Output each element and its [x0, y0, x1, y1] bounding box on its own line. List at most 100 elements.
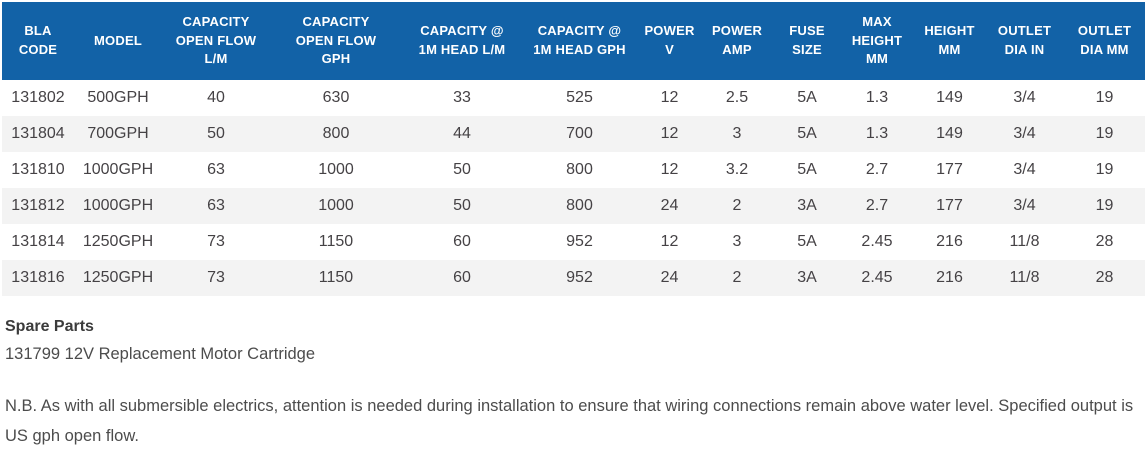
cell-power_amp: 3 — [732, 233, 742, 250]
cell-power_amp: 2.5 — [725, 89, 749, 106]
cell-power_v: 12 — [660, 233, 679, 250]
spare-parts-item: 131799 12V Replacement Motor Cartridge — [5, 345, 316, 363]
cell-fuse_size: 5A — [797, 233, 817, 250]
cell-power_v: 12 — [660, 161, 679, 178]
cell-outlet_dia_in: 3/4 — [1013, 161, 1036, 178]
cell-cap_open_lm: 73 — [207, 269, 225, 286]
cell-model: 1250GPH — [82, 233, 154, 250]
cell-outlet_dia_in: 11/8 — [1009, 269, 1040, 286]
cell-power_amp: 2 — [732, 269, 742, 286]
cell-power_v: 24 — [660, 197, 679, 214]
col-header-max-height-mm: MAX HEIGHT MM — [842, 2, 912, 80]
cell-power_v: 24 — [660, 269, 679, 286]
cell-outlet_dia_mm: 19 — [1095, 197, 1114, 214]
cell-fuse_size: 5A — [797, 89, 817, 106]
table-row: 131816 1250GPH 73 1150 60 952 24 2 3A 2.45 216 11/8… — [2, 260, 1145, 296]
cell-height_mm: 177 — [936, 161, 963, 178]
cell-cap_open_lm: 73 — [207, 233, 225, 250]
cell-outlet_dia_mm: 28 — [1095, 233, 1114, 250]
col-header-capacity-open-flow-lm: CAPACITY OPEN FLOW L/M — [162, 2, 270, 80]
cell-height_mm: 149 — [936, 125, 963, 142]
cell-bla_code: 131804 — [11, 125, 65, 142]
cell-cap_1m_gph: 952 — [566, 269, 593, 286]
cell-cap_open_lm: 63 — [207, 197, 225, 214]
cell-cap_open_gph: 800 — [322, 125, 350, 142]
cell-cap_open_lm: 40 — [207, 89, 225, 106]
col-header-model: MODEL — [74, 2, 162, 80]
cell-outlet_dia_in: 11/8 — [1009, 233, 1040, 250]
cell-max_height_mm: 2.45 — [861, 269, 893, 286]
cell-cap_1m_gph: 700 — [566, 125, 593, 142]
cell-bla_code: 131816 — [11, 269, 65, 286]
table-row: 131814 1250GPH 73 1150 60 952 12 3 5A 2.45 216 11/8… — [2, 224, 1145, 260]
cell-max_height_mm: 1.3 — [865, 125, 889, 142]
cell-height_mm: 149 — [936, 89, 963, 106]
cell-cap_1m_lm: 33 — [453, 89, 471, 106]
table-row: 131810 1000GPH 63 1000 50 800 12 3.2 5A 2.7 177 3/4… — [2, 152, 1145, 188]
col-header-fuse-size: FUSE SIZE — [772, 2, 842, 80]
table-body: 131802 500GPH 40 630 33 525 12 2.5 5A 1.3 149 3/4 19… — [2, 80, 1145, 296]
cell-cap_1m_lm: 44 — [453, 125, 471, 142]
cell-power_v: 12 — [660, 125, 679, 142]
cell-bla_code: 131802 — [11, 89, 65, 106]
table-header-row: BLA CODE MODEL CAPACITY OPEN FLOW L/M CA… — [2, 2, 1145, 80]
cell-bla_code: 131814 — [11, 233, 65, 250]
cell-cap_open_gph: 1150 — [318, 269, 354, 286]
cell-model: 700GPH — [87, 125, 149, 142]
cell-cap_open_lm: 63 — [207, 161, 225, 178]
spare-parts-heading: Spare Parts — [5, 318, 94, 335]
cell-outlet_dia_in: 3/4 — [1013, 197, 1036, 214]
col-header-capacity-1m-head-lm: CAPACITY @ 1M HEAD L/M — [402, 2, 522, 80]
table-header: BLA CODE MODEL CAPACITY OPEN FLOW L/M CA… — [2, 2, 1145, 80]
cell-height_mm: 216 — [936, 269, 963, 286]
col-header-height-mm: HEIGHT MM — [912, 2, 987, 80]
cell-max_height_mm: 2.7 — [865, 197, 889, 214]
cell-outlet_dia_mm: 19 — [1095, 89, 1114, 106]
cell-model: 1250GPH — [82, 269, 154, 286]
table-row: 131812 1000GPH 63 1000 50 800 24 2 3A 2.7 177 3/4 19 — [2, 188, 1145, 224]
cell-power_amp: 3.2 — [725, 161, 749, 178]
cell-outlet_dia_in: 3/4 — [1013, 89, 1036, 106]
cell-cap_1m_lm: 50 — [453, 197, 471, 214]
cell-power_amp: 3 — [732, 125, 742, 142]
cell-height_mm: 216 — [936, 233, 963, 250]
cell-max_height_mm: 1.3 — [865, 89, 889, 106]
cell-cap_1m_lm: 60 — [453, 233, 471, 250]
cell-outlet_dia_mm: 19 — [1095, 161, 1114, 178]
cell-cap_open_gph: 1000 — [318, 197, 354, 214]
cell-outlet_dia_in: 3/4 — [1013, 125, 1036, 142]
col-header-outlet-dia-in: OUTLET DIA IN — [987, 2, 1062, 80]
cell-power_amp: 2 — [732, 197, 742, 214]
cell-cap_open_gph: 1000 — [318, 161, 354, 178]
cell-fuse_size: 5A — [797, 161, 817, 178]
cell-cap_1m_gph: 800 — [566, 197, 593, 214]
table-row: 131804 700GPH 50 800 44 700 12 3 5A 1.3 149 3/4 19 — [2, 116, 1145, 152]
cell-model: 1000GPH — [82, 197, 154, 214]
cell-fuse_size: 3A — [797, 197, 817, 214]
col-header-capacity-1m-head-gph: CAPACITY @ 1M HEAD GPH — [522, 2, 637, 80]
cell-cap_1m_gph: 800 — [566, 161, 593, 178]
cell-cap_1m_gph: 952 — [566, 233, 593, 250]
cell-cap_1m_lm: 50 — [453, 161, 471, 178]
cell-fuse_size: 5A — [797, 125, 817, 142]
cell-model: 500GPH — [87, 89, 149, 106]
spare-parts-section: Spare Parts 131799 12V Replacement Motor… — [5, 318, 1139, 364]
cell-bla_code: 131810 — [11, 161, 65, 178]
cell-outlet_dia_mm: 28 — [1095, 269, 1114, 286]
nb-note: N.B. As with all submersible electrics, … — [5, 397, 1134, 445]
col-header-power-v: POWER V — [637, 2, 702, 80]
cell-cap_open_gph: 1150 — [318, 233, 354, 250]
col-header-capacity-open-flow-gph: CAPACITY OPEN FLOW GPH — [270, 2, 402, 80]
cell-power_v: 12 — [660, 89, 679, 106]
cell-fuse_size: 3A — [797, 269, 817, 286]
col-header-outlet-dia-mm: OUTLET DIA MM — [1062, 2, 1145, 80]
cell-cap_open_gph: 630 — [322, 89, 350, 106]
cell-cap_open_lm: 50 — [207, 125, 225, 142]
col-header-power-amp: POWER AMP — [702, 2, 772, 80]
table-row: 131802 500GPH 40 630 33 525 12 2.5 5A 1.3 149 3/4 19 — [2, 80, 1145, 116]
cell-max_height_mm: 2.45 — [861, 233, 893, 250]
cell-cap_1m_gph: 525 — [566, 89, 593, 106]
cell-model: 1000GPH — [82, 161, 154, 178]
pump-spec-table: BLA CODE MODEL CAPACITY OPEN FLOW L/M CA… — [2, 2, 1145, 296]
cell-outlet_dia_mm: 19 — [1095, 125, 1114, 142]
